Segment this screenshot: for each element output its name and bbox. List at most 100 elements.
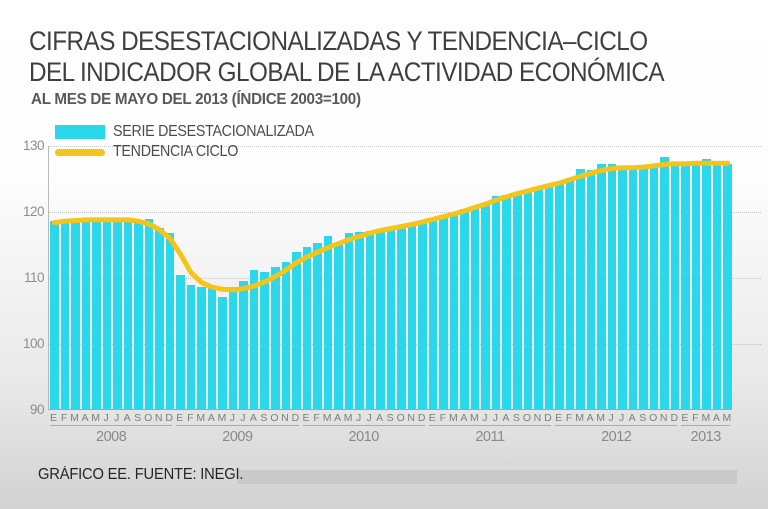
footer-highlight-band [237,470,737,484]
page-title-line1: CIFRAS DESESTACIONALIZADAS Y TENDENCIA–C… [29,26,648,56]
chart-legend: SERIE DESESTACIONALIZADA TENDENCIA CICLO [55,123,331,163]
month-label: D [544,412,552,424]
bar [207,287,217,410]
bar [102,219,112,410]
month-label: A [123,412,131,424]
month-label: O [270,412,278,424]
gridline-120 [49,212,761,213]
page-title-line2: DEL INDICADOR GLOBAL DE LA ACTIVIDAD ECO… [29,57,665,87]
year-group-underline [176,425,299,426]
month-label: N [659,412,668,424]
month-label: M [322,412,332,424]
bar [428,219,438,410]
bar [723,164,732,410]
bar [270,267,280,410]
month-label: A [628,412,636,424]
month-label: E [428,412,436,424]
bar [113,218,122,410]
y-tick-label-90: 90 [29,402,45,417]
bar [523,190,533,410]
footer-source-text: GRÁFICO EE. FUENTE: INEGI. [38,466,244,483]
bar [365,231,375,410]
month-label: F [187,412,193,424]
month-label: E [681,412,688,424]
month-label: M [217,412,226,424]
bar [660,156,669,410]
bar [92,221,101,410]
bar [123,219,133,410]
bar [71,218,80,410]
bar [176,275,185,410]
bar [534,188,543,410]
bar [186,284,196,410]
bar [249,270,259,410]
month-label: M [343,412,353,424]
month-label: M [70,412,79,424]
bar [239,281,248,410]
bar [81,219,91,410]
y-tick-label-100: 100 [22,336,45,351]
bar [618,169,627,410]
bar [218,297,227,410]
month-label: A [460,412,467,424]
bar [470,206,480,410]
bar [323,236,333,410]
month-label: O [522,412,531,424]
month-label: A [334,412,341,424]
bar [639,168,648,410]
bar [565,178,575,410]
bar [481,203,490,410]
month-label: F [60,412,67,424]
month-label: A [81,412,89,424]
bars-layer [49,146,733,410]
month-label: F [439,412,446,424]
bar [513,192,522,410]
month-label: M [448,412,458,424]
bar [628,169,638,410]
bar [397,226,406,410]
x-axis: E F M A M J J A S O N D 2008 E F M A M J J A S O N D 2009 E F M A M J J A… [48,413,732,445]
month-label: J [492,412,498,424]
month-label: S [260,412,267,424]
month-label: D [417,412,426,424]
month-label: F [692,412,699,424]
month-label: M [91,412,100,424]
bar [681,163,690,410]
month-label: E [302,412,310,424]
month-label: O [396,412,405,424]
year-group-underline [555,425,678,426]
month-label: A [586,412,594,424]
y-tick-label-110: 110 [23,270,45,285]
bar [460,209,469,410]
bar [555,184,564,410]
bar [292,251,301,410]
month-label: N [533,412,542,424]
bar [302,246,312,410]
bar [281,262,291,410]
month-label: E [176,412,183,424]
month-label: A [502,412,509,424]
year-group-underline [681,425,730,426]
bar [134,220,143,410]
month-label: J [240,412,245,424]
bar [334,243,343,410]
month-label: J [103,412,109,424]
month-label: D [165,412,173,424]
bar [355,232,364,410]
month-label: A [376,412,383,424]
month-label: J [482,412,487,424]
bar [491,196,501,410]
month-label: S [134,412,141,424]
x-year-group-2012: E F M A M J J A S O N D 2012 [553,413,679,445]
bar [155,227,164,410]
month-label: M [722,412,732,424]
bar [649,165,659,410]
month-label: D [670,412,678,424]
month-label: S [386,412,394,424]
month-label: J [229,412,235,424]
